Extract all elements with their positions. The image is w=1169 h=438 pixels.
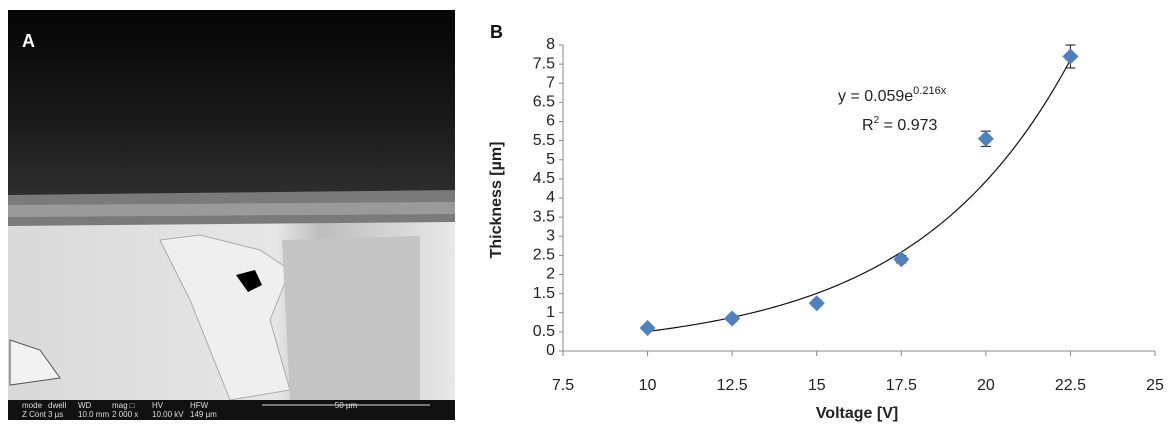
r-squared: R2 = 0.973 [862, 115, 938, 135]
info-value: 10.00 kV [152, 410, 184, 419]
info-value: 2 000 x [112, 410, 138, 419]
x-tick-label: 7.5 [552, 377, 574, 394]
info-header: WD [78, 401, 92, 410]
data-point [808, 295, 825, 312]
y-tick-label: 5 [546, 151, 555, 168]
info-value: Z Cont [22, 410, 47, 419]
y-tick-label: 8 [546, 36, 555, 53]
sem-dark-region [8, 10, 455, 195]
data-point [1062, 48, 1079, 65]
y-tick-label: 0.5 [533, 323, 555, 340]
y-tick-label: 7.5 [533, 55, 555, 72]
info-header: mag □ [112, 401, 135, 410]
x-tick-label: 20 [977, 377, 995, 394]
y-tick-label: 7 [546, 74, 555, 91]
y-tick-label: 6.5 [533, 94, 555, 111]
y-tick-label: 2.5 [533, 247, 555, 264]
sem-image: A 50 µm [8, 10, 455, 420]
x-tick-label: 15 [808, 377, 826, 394]
trend-equation: y = 0.059e0.216x [838, 85, 947, 105]
info-header: dwell [48, 401, 66, 410]
info-header: HFW [190, 401, 209, 410]
y-tick-label: 3 [546, 227, 555, 244]
y-tick-label: 0 [546, 342, 555, 359]
data-point [977, 130, 994, 147]
r2-base: R [862, 117, 874, 134]
info-bar [8, 400, 455, 420]
scale-bar-label: 50 µm [335, 401, 358, 410]
info-value: 3 µs [48, 410, 63, 419]
y-tick-label: 1.5 [533, 285, 555, 302]
trendline [647, 59, 1071, 333]
x-tick-label: 10 [639, 377, 657, 394]
equation-base: y = 0.059e [838, 88, 913, 105]
info-value: 10.0 mm [78, 410, 109, 419]
x-tick-label: 12.5 [717, 377, 748, 394]
x-tick-label: 17.5 [886, 377, 917, 394]
data-point [724, 310, 741, 327]
x-tick-label: 22.5 [1055, 377, 1086, 394]
sem-grain [282, 236, 420, 400]
panel-label: A [22, 31, 35, 51]
x-tick-label: 25 [1146, 377, 1164, 394]
y-tick-label: 4.5 [533, 170, 555, 187]
data-point [893, 251, 910, 268]
sem-grain [9, 339, 61, 386]
info-header: HV [152, 401, 164, 410]
info-header: mode [22, 401, 43, 410]
y-tick-label: 1 [546, 304, 555, 321]
equation-exponent: 0.216x [913, 85, 947, 97]
x-axis-label: Voltage [V] [816, 405, 898, 422]
y-tick-label: 6 [546, 113, 555, 130]
y-tick-label: 4 [546, 189, 555, 206]
data-point [639, 320, 656, 337]
r2-rest: = 0.973 [879, 117, 937, 134]
y-tick-label: 3.5 [533, 208, 555, 225]
sem-pore [236, 270, 262, 292]
y-tick-label: 5.5 [533, 132, 555, 149]
y-axis-label: Thickness [µm] [488, 142, 505, 259]
r2-sup: 2 [874, 115, 880, 126]
info-value: 149 µm [190, 410, 217, 419]
sem-layer-core [8, 202, 455, 217]
panel-label: B [490, 22, 503, 42]
y-tick-label: 2 [546, 266, 555, 283]
